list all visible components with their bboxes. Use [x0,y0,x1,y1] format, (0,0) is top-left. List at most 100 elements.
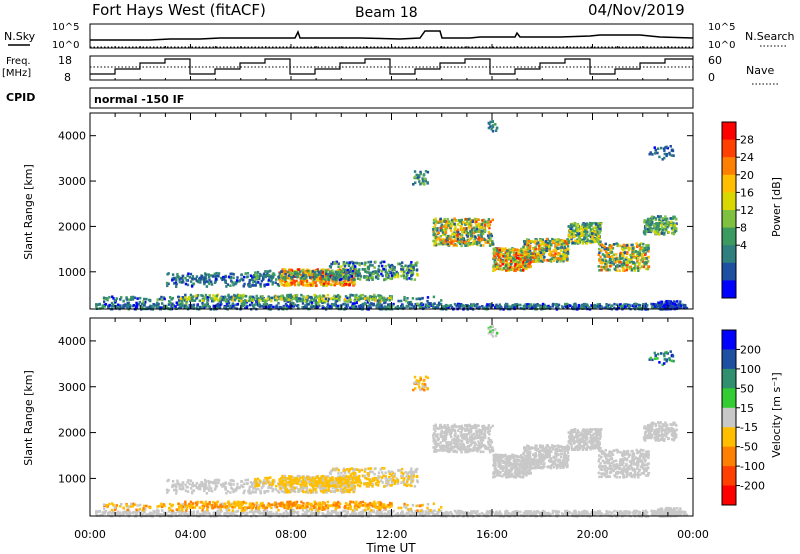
power-echo [526,305,530,308]
power-echo [376,277,380,280]
power-echo [207,275,211,279]
power-echo [541,260,544,263]
power-echo [189,299,192,303]
velocity-echo [580,513,584,517]
power-echo [129,298,133,301]
power-echo [383,301,386,305]
velocity-echo [505,513,508,517]
power-echo [641,254,644,258]
power-echo [371,297,375,301]
power-echo [630,260,633,263]
velocity-echo [651,511,654,514]
power-echo [248,281,251,285]
power-echo [327,282,330,286]
power-echo [218,300,221,303]
power-echo [283,299,286,303]
power-echo [395,270,398,274]
power-echo [108,295,111,299]
power-echo [351,276,354,280]
power-echo [233,306,237,310]
power-echo [414,261,418,265]
power-echo [513,264,517,268]
power-echo [586,238,589,242]
power-echo [648,152,651,156]
power-echo [562,241,565,244]
power-echo [336,282,339,285]
power-echo [414,302,417,306]
power-echo [477,306,480,310]
power-echo [629,265,633,269]
power-echo [622,263,625,267]
power-echo [442,238,445,241]
power-echo [615,242,618,245]
power-echo [645,230,648,233]
velocity-echo [103,510,106,514]
power-echo [345,275,349,278]
power-echo [435,239,438,242]
power-echo [242,302,245,305]
power-echo [567,233,571,237]
power-echo [181,274,184,278]
power-echo [318,275,321,279]
power-echo [663,222,666,226]
velocity-echo [603,513,606,517]
power-echo [400,299,403,303]
velocity-echo [103,512,107,515]
power-echo [377,270,380,273]
power-echo [504,257,508,261]
power-echo [534,305,537,308]
power-echo [670,306,674,310]
power-echo [434,227,438,231]
power-echo [632,302,636,306]
power-echo [599,229,602,232]
power-echo [595,223,598,226]
power-echo [489,303,492,306]
power-echo [489,305,493,309]
power-echo [436,229,439,233]
power-echo [372,295,376,299]
power-echo [252,280,255,284]
power-echo [389,271,392,274]
power-echo [609,264,612,268]
power-echo [665,145,668,149]
power-echo [625,268,628,272]
power-echo [477,237,480,241]
power-echo [304,304,307,307]
power-echo [541,250,544,254]
power-echo [675,229,678,233]
power-colorbar-tick-label: 24 [740,151,754,164]
power-echo [379,296,382,300]
power-echo [440,229,444,232]
power-echo [405,304,409,308]
power-echo [383,278,386,282]
power-echo [175,276,178,280]
power-echo [131,295,135,299]
power-echo [480,223,484,226]
power-echo [648,224,652,227]
power-echo [211,297,214,300]
power-echo [290,299,293,302]
power-echo [349,293,352,297]
power-echo [608,303,611,307]
power-echo [673,226,676,229]
power-echo [196,304,199,307]
power-echo [471,243,474,246]
power-echo [236,276,239,279]
power-echo [349,270,353,274]
power-echo [453,228,457,231]
power-echo [399,304,403,308]
power-echo [253,273,256,277]
power-echo [415,268,419,272]
power-echo [419,172,422,176]
power-echo [410,274,413,278]
power-echo [501,258,505,262]
power-echo [432,226,436,229]
power-echo [571,225,574,229]
power-echo [598,268,601,272]
power-echo [655,222,658,225]
power-echo [344,280,347,283]
power-echo [603,267,606,271]
power-echo [535,238,538,241]
noise-right-tick-high: 10^5 [708,22,735,33]
power-echo [367,306,370,310]
